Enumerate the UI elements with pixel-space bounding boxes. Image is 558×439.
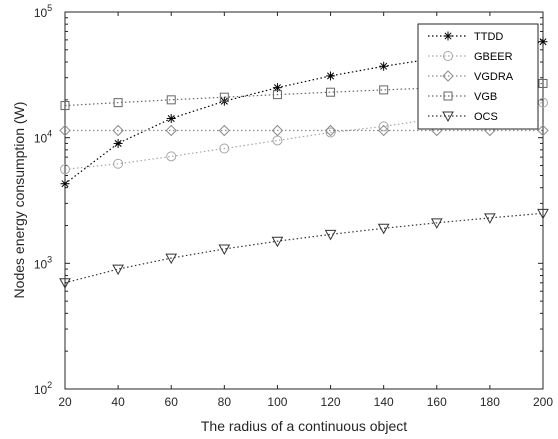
- data-point: [272, 90, 282, 100]
- data-point: [378, 121, 389, 132]
- series-ocs: [59, 208, 549, 289]
- series-line: [64, 102, 544, 170]
- data-point: [165, 124, 177, 137]
- legend-marker: [442, 111, 454, 123]
- x-tick-label: 80: [218, 395, 232, 409]
- data-point: [379, 61, 389, 71]
- y-tick-label: 102: [34, 380, 52, 397]
- legend-label: VGDRA: [474, 71, 514, 83]
- legend-item: GBEER: [428, 51, 513, 63]
- x-tick-label: 180: [480, 395, 500, 409]
- data-point: [112, 124, 124, 137]
- data-point: [377, 124, 390, 137]
- legend: TTDD GBEER VGDRA VGB OCS: [417, 23, 539, 130]
- legend-label: OCS: [474, 111, 498, 123]
- y-tick-exponent: 2: [47, 380, 52, 390]
- y-tick-label: 104: [34, 129, 52, 146]
- data-point: [218, 124, 231, 137]
- data-point: [112, 264, 124, 276]
- data-point: [113, 98, 123, 108]
- data-point: [537, 208, 549, 220]
- x-tick-label: 140: [374, 395, 394, 409]
- data-point: [324, 124, 337, 137]
- series-vgdra: [59, 124, 549, 137]
- y-tick-exponent: 3: [47, 254, 52, 264]
- legend-marker: [443, 91, 453, 101]
- y-tick-label: 103: [34, 254, 52, 271]
- data-point: [219, 92, 229, 102]
- x-tick-label: 60: [165, 395, 179, 409]
- data-point: [219, 143, 230, 154]
- series-lines: [59, 37, 549, 289]
- data-point: [377, 223, 390, 235]
- data-point: [113, 158, 124, 169]
- data-point: [484, 213, 496, 224]
- x-tick-label: 20: [58, 395, 72, 409]
- data-point: [60, 179, 70, 189]
- legend-label: TTDD: [474, 31, 503, 43]
- x-axis: 20 40 60 80 100 120 140 160 180 200: [58, 12, 553, 409]
- data-point: [326, 71, 336, 81]
- data-point: [430, 218, 443, 229]
- legend-label: GBEER: [474, 51, 513, 63]
- y-tick-base: 10: [34, 132, 48, 146]
- data-point: [324, 229, 337, 241]
- data-point: [537, 124, 549, 137]
- x-axis-label: The radius of a continuous object: [201, 418, 407, 434]
- data-point: [165, 253, 178, 265]
- legend-item: OCS: [428, 111, 498, 123]
- series-vgb: [60, 78, 548, 111]
- x-tick-label: 40: [111, 395, 125, 409]
- data-point: [113, 138, 123, 148]
- y-tick-base: 10: [34, 257, 48, 271]
- data-point: [538, 78, 548, 88]
- y-tick-exponent: 5: [47, 3, 52, 13]
- series-gbeer: [60, 97, 548, 175]
- data-point: [59, 124, 71, 137]
- data-point: [166, 114, 176, 124]
- data-point: [271, 124, 284, 137]
- data-point: [218, 244, 231, 256]
- x-tick-label: 120: [321, 395, 341, 409]
- legend-marker: [442, 70, 454, 82]
- legend-item: VGDRA: [428, 70, 514, 83]
- y-tick-base: 10: [34, 383, 48, 397]
- y-tick-base: 10: [34, 6, 48, 20]
- x-tick-label: 100: [267, 395, 287, 409]
- data-point: [538, 37, 548, 47]
- y-tick-exponent: 4: [47, 129, 52, 139]
- x-tick-label: 160: [427, 395, 447, 409]
- y-tick-label: 105: [34, 3, 52, 20]
- legend-marker: [443, 31, 453, 41]
- data-point: [166, 151, 177, 162]
- data-point: [59, 278, 71, 289]
- legend-item: VGB: [428, 91, 497, 103]
- data-point: [166, 95, 176, 105]
- data-point: [379, 85, 389, 95]
- legend-label: VGB: [474, 91, 497, 103]
- legend-marker: [443, 51, 453, 61]
- legend-box: [417, 23, 539, 130]
- series-line: [64, 41, 544, 185]
- legend-item: TTDD: [428, 31, 503, 43]
- data-point: [325, 127, 336, 138]
- data-point: [326, 87, 336, 97]
- y-axis-label: Nodes energy consumption (W): [11, 102, 27, 299]
- data-point: [271, 236, 284, 248]
- x-tick-label: 200: [533, 395, 553, 409]
- data-point: [60, 164, 70, 175]
- data-point: [60, 101, 70, 111]
